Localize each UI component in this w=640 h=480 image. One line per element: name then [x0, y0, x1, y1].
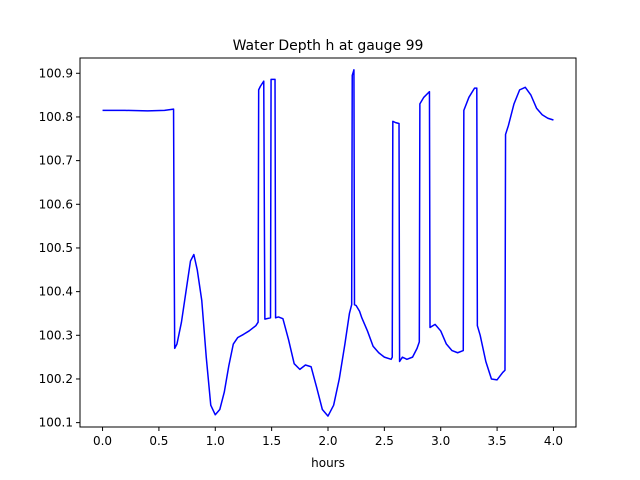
x-tick-label: 1.5 — [262, 434, 281, 448]
x-tick-label: 2.0 — [318, 434, 337, 448]
series-line-0 — [102, 69, 554, 417]
x-axis: 0.0 0.5 1.0 1.5 2.0 2.5 3.0 3.5 4.0 — [93, 427, 563, 448]
chart-title: Water Depth h at gauge 99 — [233, 38, 424, 54]
y-tick-label: 100.6 — [39, 197, 73, 211]
x-tick-label: 0.0 — [93, 434, 112, 448]
y-tick-label: 100.8 — [39, 110, 73, 124]
y-tick-label: 100.4 — [39, 285, 73, 299]
y-tick-label: 100.3 — [39, 328, 73, 342]
x-tick-label: 2.5 — [375, 434, 394, 448]
y-tick-label: 100.5 — [39, 241, 73, 255]
x-tick-label: 0.5 — [149, 434, 168, 448]
x-tick-label: 3.5 — [488, 434, 507, 448]
x-axis-label: hours — [311, 456, 345, 470]
y-tick-label: 100.7 — [39, 154, 73, 168]
y-axis: 100.1 100.2 100.3 100.4 100.5 100.6 100.7 100.8… — [39, 66, 80, 430]
x-tick-label: 3.0 — [431, 434, 450, 448]
y-tick-label: 100.9 — [39, 66, 73, 80]
y-tick-label: 100.1 — [39, 416, 73, 430]
x-tick-label: 4.0 — [544, 434, 563, 448]
series-layer — [102, 69, 554, 417]
y-tick-label: 100.2 — [39, 372, 73, 386]
x-tick-label: 1.0 — [206, 434, 225, 448]
